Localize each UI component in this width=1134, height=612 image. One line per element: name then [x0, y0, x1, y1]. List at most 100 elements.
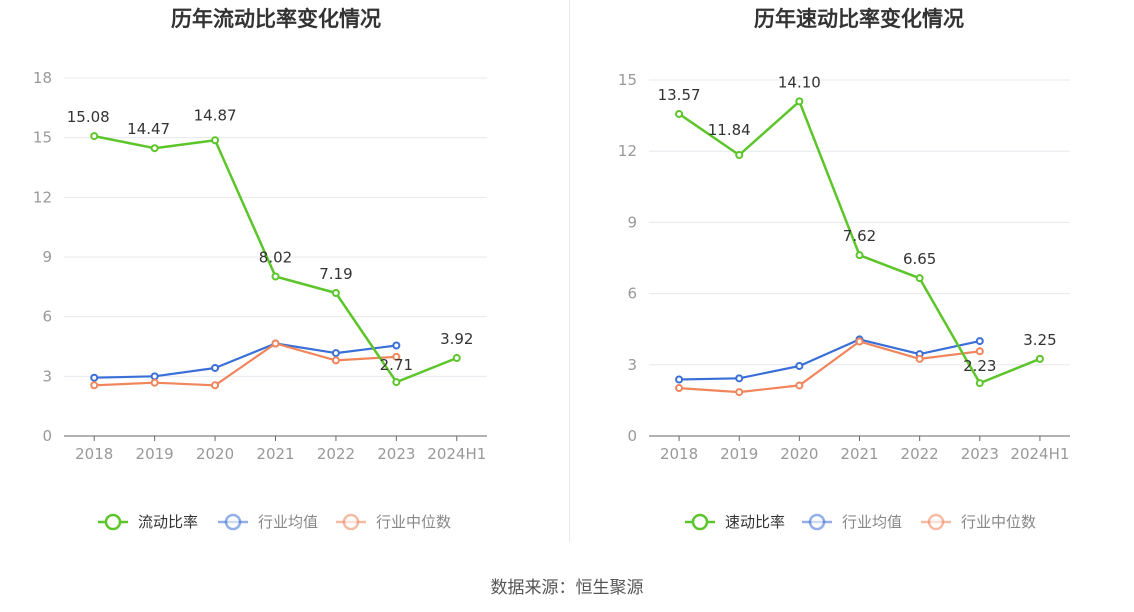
- y-tick-label: 0: [627, 427, 637, 445]
- legend-marker: [927, 513, 945, 531]
- data-label: 14.10: [778, 73, 821, 91]
- data-point-main[interactable]: [392, 378, 401, 387]
- data-point-main[interactable]: [211, 136, 220, 145]
- x-tick-label: 2019: [720, 445, 758, 463]
- x-tick-label: 2024H1: [1010, 445, 1069, 463]
- data-point-median[interactable]: [211, 381, 220, 390]
- data-point-avg[interactable]: [675, 375, 684, 384]
- x-tick-label: 2021: [256, 445, 294, 463]
- legend-marker: [808, 513, 826, 531]
- legend-label: 流动比率: [138, 513, 198, 531]
- data-point-main[interactable]: [975, 379, 984, 388]
- data-point-main[interactable]: [915, 274, 924, 283]
- data-label: 14.87: [194, 106, 237, 124]
- y-tick-label: 3: [42, 367, 52, 385]
- data-point-median[interactable]: [90, 381, 99, 390]
- data-label: 7.62: [843, 227, 876, 245]
- data-source-note: 数据来源：恒生聚源: [490, 578, 644, 598]
- data-label: 3.25: [1023, 331, 1056, 349]
- data-point-avg[interactable]: [735, 374, 744, 383]
- series-line-avg: [679, 338, 981, 381]
- data-point-main[interactable]: [855, 251, 864, 260]
- current-ratio-chart: 历年流动比率变化情况 0 3 6 9 12 15 18 2018 2019 2020 2021 2022…: [0, 0, 567, 560]
- data-point-median[interactable]: [855, 337, 864, 346]
- data-point-avg[interactable]: [392, 341, 401, 350]
- data-point-median[interactable]: [392, 352, 401, 361]
- x-tick-label: 2022: [901, 445, 939, 463]
- legend-item-avg[interactable]: 行业均值: [218, 513, 318, 531]
- legend-marker: [104, 513, 122, 531]
- x-tick-label: 2019: [136, 445, 174, 463]
- x-tick-label: 2022: [317, 445, 355, 463]
- legend-label: 行业均值: [842, 513, 902, 531]
- data-point-main[interactable]: [331, 288, 340, 297]
- data-label: 3.92: [440, 330, 473, 348]
- data-label: 15.08: [67, 108, 110, 126]
- data-label: 2.71: [380, 356, 413, 374]
- data-label: 14.47: [127, 120, 170, 138]
- data-point-median[interactable]: [675, 384, 684, 393]
- data-point-median[interactable]: [975, 347, 984, 356]
- data-point-avg[interactable]: [150, 372, 159, 381]
- y-tick-label: 3: [627, 356, 637, 374]
- x-tick-label: 2023: [377, 445, 415, 463]
- x-tick-label: 2023: [961, 445, 999, 463]
- x-tick-label: 2018: [75, 445, 113, 463]
- data-point-avg[interactable]: [795, 361, 804, 370]
- y-tick-label: 15: [618, 71, 637, 89]
- data-point-avg[interactable]: [975, 337, 984, 346]
- quick-ratio-chart-svg: 历年速动比率变化情况 0 3 6 9 12 15 2018 2019 2020 2021 2022 20…: [618, 7, 1070, 531]
- data-label: 11.84: [708, 121, 751, 139]
- data-point-median[interactable]: [915, 354, 924, 363]
- data-point-main[interactable]: [452, 354, 461, 363]
- data-label: 13.57: [658, 86, 701, 104]
- legend-marker: [224, 513, 242, 531]
- data-point-median[interactable]: [331, 356, 340, 365]
- chart-title: 历年流动比率变化情况: [171, 7, 381, 31]
- legend-item-main[interactable]: 流动比率: [98, 513, 198, 531]
- data-point-median[interactable]: [150, 378, 159, 387]
- data-label: 7.19: [319, 265, 352, 283]
- legend-label: 行业中位数: [961, 513, 1036, 531]
- legend-label: 行业均值: [258, 513, 318, 531]
- legend-item-avg[interactable]: 行业均值: [802, 513, 902, 531]
- data-point-avg[interactable]: [90, 373, 99, 382]
- data-point-main[interactable]: [675, 109, 684, 118]
- legend-item-median[interactable]: 行业中位数: [336, 513, 451, 531]
- y-tick-label: 9: [627, 213, 637, 231]
- legend-label: 行业中位数: [376, 513, 451, 531]
- legend-item-median[interactable]: 行业中位数: [921, 513, 1036, 531]
- data-point-median[interactable]: [271, 339, 280, 348]
- data-point-avg[interactable]: [331, 349, 340, 358]
- current-ratio-chart-svg: 历年流动比率变化情况 0 3 6 9 12 15 18 2018 2019 2020 2021 2022…: [33, 7, 487, 531]
- chart-divider: [569, 0, 570, 542]
- series-line-avg: [94, 342, 397, 379]
- data-point-main[interactable]: [90, 132, 99, 141]
- data-point-main[interactable]: [150, 144, 159, 153]
- y-tick-label: 12: [618, 142, 637, 160]
- y-tick-label: 18: [33, 69, 52, 87]
- data-point-avg[interactable]: [211, 363, 220, 372]
- legend-item-main[interactable]: 速动比率: [685, 513, 785, 531]
- y-tick-label: 6: [42, 308, 52, 326]
- y-tick-label: 15: [33, 129, 52, 147]
- x-tick-label: 2020: [780, 445, 818, 463]
- data-point-main[interactable]: [1035, 354, 1044, 363]
- data-point-main[interactable]: [271, 272, 280, 281]
- data-label: 2.23: [963, 357, 996, 375]
- x-tick-label: 2018: [660, 445, 698, 463]
- y-tick-label: 9: [42, 248, 52, 266]
- series-line-median: [94, 342, 397, 387]
- legend-label: 速动比率: [725, 513, 785, 531]
- y-tick-label: 12: [33, 188, 52, 206]
- series-line-median: [679, 340, 980, 394]
- data-point-median[interactable]: [795, 381, 804, 390]
- data-point-main[interactable]: [795, 97, 804, 106]
- data-point-main[interactable]: [735, 150, 744, 159]
- quick-ratio-chart: 历年速动比率变化情况 0 3 6 9 12 15 2018 2019 2020 2021 2022 20…: [567, 0, 1134, 560]
- x-tick-label: 2021: [840, 445, 878, 463]
- data-point-median[interactable]: [735, 388, 744, 397]
- legend-marker: [342, 513, 360, 531]
- chart-title: 历年速动比率变化情况: [754, 7, 964, 31]
- y-tick-label: 0: [42, 427, 52, 445]
